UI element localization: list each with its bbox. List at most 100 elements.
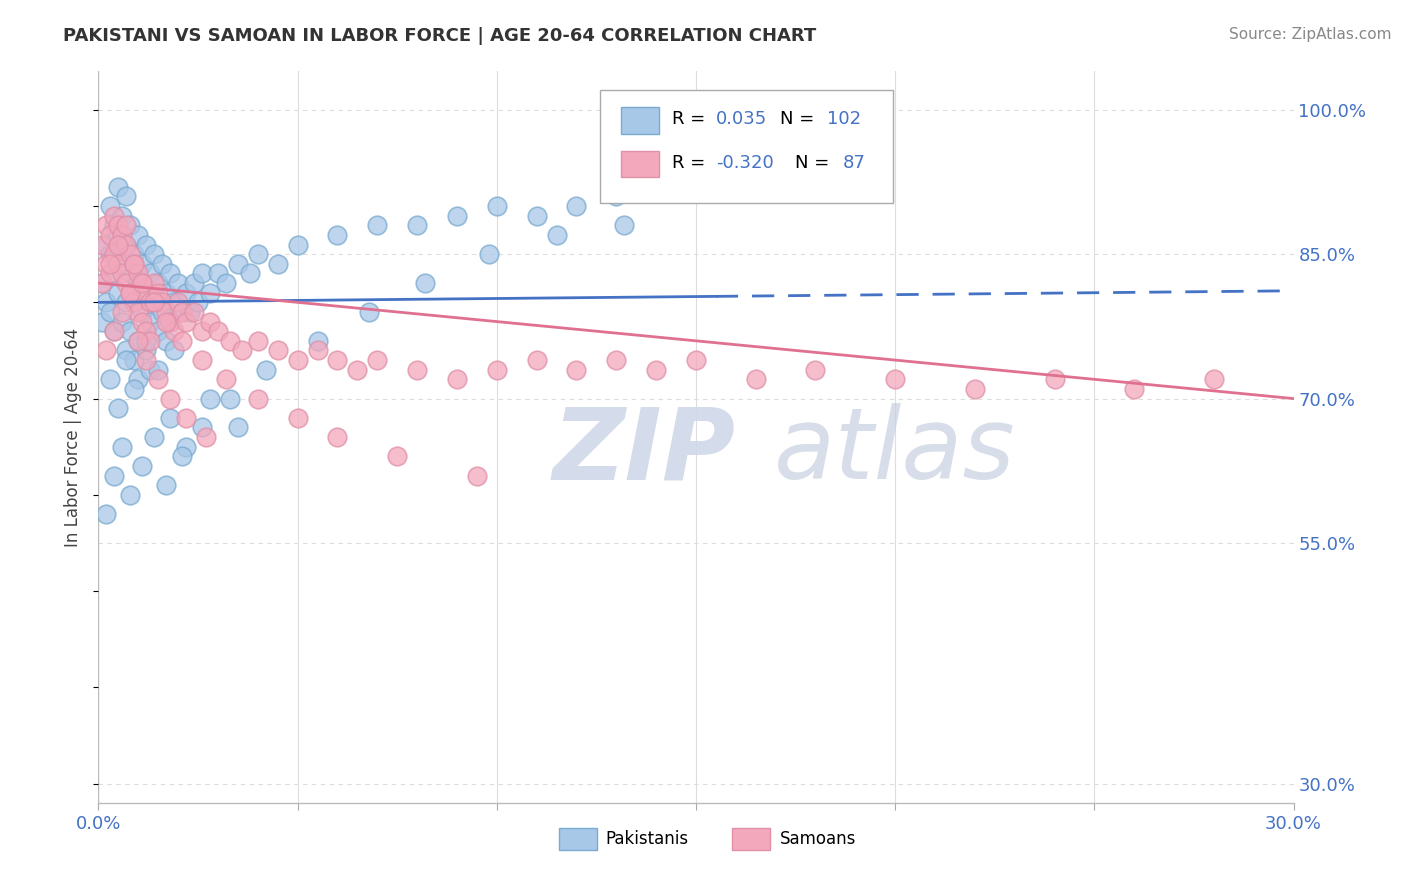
Point bbox=[613, 219, 636, 233]
Point bbox=[103, 468, 125, 483]
Point bbox=[605, 353, 627, 368]
Point bbox=[254, 362, 277, 376]
Point bbox=[111, 267, 134, 281]
Point bbox=[135, 237, 157, 252]
Point bbox=[485, 199, 508, 213]
Point bbox=[127, 372, 149, 386]
Point bbox=[226, 420, 249, 434]
Point bbox=[183, 276, 205, 290]
Point bbox=[406, 362, 429, 376]
Point bbox=[159, 315, 181, 329]
Point bbox=[307, 343, 329, 358]
Point bbox=[115, 353, 138, 368]
Point bbox=[565, 362, 588, 376]
Point bbox=[135, 324, 157, 338]
Point bbox=[115, 276, 138, 290]
Point bbox=[267, 257, 290, 271]
Text: 102: 102 bbox=[827, 110, 862, 128]
Point bbox=[326, 353, 349, 368]
Point bbox=[884, 372, 907, 386]
Point bbox=[120, 267, 142, 281]
Point bbox=[346, 362, 368, 376]
Point bbox=[127, 267, 149, 281]
FancyBboxPatch shape bbox=[620, 107, 659, 134]
Point bbox=[103, 324, 125, 338]
Text: R =: R = bbox=[672, 110, 706, 128]
Point bbox=[804, 362, 827, 376]
Point bbox=[120, 285, 142, 300]
Point bbox=[96, 219, 118, 233]
Point bbox=[174, 285, 197, 300]
Point bbox=[159, 315, 181, 329]
Point bbox=[1202, 372, 1225, 386]
Point bbox=[127, 227, 149, 242]
Point bbox=[143, 247, 166, 261]
Point bbox=[96, 237, 118, 252]
Point bbox=[526, 353, 548, 368]
Point bbox=[546, 227, 568, 242]
Text: ZIP: ZIP bbox=[553, 403, 735, 500]
Point bbox=[239, 267, 262, 281]
Point bbox=[139, 295, 162, 310]
Point bbox=[135, 353, 157, 368]
FancyBboxPatch shape bbox=[600, 90, 893, 203]
Point bbox=[172, 450, 194, 464]
Point bbox=[745, 372, 768, 386]
Point bbox=[124, 353, 146, 368]
Point bbox=[120, 285, 142, 300]
Point bbox=[131, 276, 153, 290]
Point bbox=[226, 257, 249, 271]
Point bbox=[645, 179, 668, 194]
Point bbox=[366, 353, 388, 368]
Point bbox=[155, 305, 177, 319]
Point bbox=[107, 285, 129, 300]
Point bbox=[107, 237, 129, 252]
Point bbox=[159, 410, 181, 425]
Point bbox=[148, 362, 170, 376]
Point bbox=[127, 305, 149, 319]
Point bbox=[111, 305, 134, 319]
Point bbox=[120, 488, 142, 502]
Point bbox=[91, 276, 114, 290]
Point bbox=[267, 343, 290, 358]
Point bbox=[478, 247, 501, 261]
Point bbox=[131, 257, 153, 271]
Point bbox=[155, 285, 177, 300]
Y-axis label: In Labor Force | Age 20-64: In Labor Force | Age 20-64 bbox=[65, 327, 83, 547]
Point bbox=[163, 324, 186, 338]
Point bbox=[465, 468, 488, 483]
Point bbox=[215, 372, 238, 386]
Text: Pakistanis: Pakistanis bbox=[605, 830, 689, 848]
Point bbox=[148, 276, 170, 290]
Point bbox=[124, 295, 146, 310]
Point bbox=[287, 353, 309, 368]
Point bbox=[246, 334, 269, 348]
Point bbox=[191, 353, 214, 368]
Point bbox=[172, 305, 194, 319]
Point bbox=[155, 315, 177, 329]
Point bbox=[163, 343, 186, 358]
Point bbox=[174, 410, 197, 425]
Point bbox=[207, 267, 229, 281]
Point bbox=[406, 219, 429, 233]
Point bbox=[131, 458, 153, 473]
Text: Source: ZipAtlas.com: Source: ZipAtlas.com bbox=[1229, 27, 1392, 42]
Point bbox=[191, 420, 214, 434]
Point bbox=[120, 324, 142, 338]
Point bbox=[155, 334, 177, 348]
Point bbox=[139, 362, 162, 376]
Point bbox=[1123, 382, 1146, 396]
Text: 0.035: 0.035 bbox=[716, 110, 768, 128]
Point bbox=[565, 199, 588, 213]
Point bbox=[174, 440, 197, 454]
Point bbox=[115, 237, 138, 252]
Point bbox=[98, 227, 122, 242]
Point bbox=[183, 305, 205, 319]
Point bbox=[91, 237, 114, 252]
Point bbox=[198, 315, 221, 329]
Point bbox=[131, 305, 153, 319]
Point bbox=[139, 267, 162, 281]
Point bbox=[115, 219, 138, 233]
Point bbox=[111, 440, 134, 454]
Point bbox=[98, 247, 122, 261]
